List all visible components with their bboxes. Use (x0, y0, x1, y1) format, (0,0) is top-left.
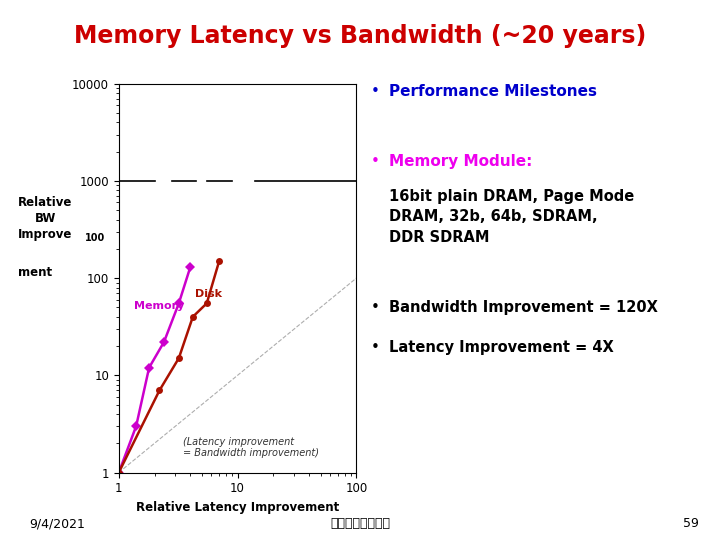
Text: •: • (371, 154, 379, 169)
Text: •: • (371, 84, 379, 99)
Text: Disk: Disk (195, 289, 222, 299)
Text: Memory Module:: Memory Module: (389, 154, 532, 169)
Text: 中国科学技术大学: 中国科学技术大学 (330, 517, 390, 530)
Text: 100: 100 (85, 233, 105, 242)
Text: Memory: Memory (133, 301, 184, 310)
Text: Memory Latency vs Bandwidth (~20 years): Memory Latency vs Bandwidth (~20 years) (74, 24, 646, 48)
Text: 9/4/2021: 9/4/2021 (29, 517, 85, 530)
Text: Bandwidth Improvement = 120X: Bandwidth Improvement = 120X (389, 300, 657, 315)
Text: (Latency improvement
= Bandwidth improvement): (Latency improvement = Bandwidth improve… (184, 437, 320, 458)
X-axis label: Relative Latency Improvement: Relative Latency Improvement (136, 501, 339, 514)
Text: •: • (371, 340, 379, 355)
Text: Latency Improvement = 4X: Latency Improvement = 4X (389, 340, 613, 355)
Text: ment: ment (18, 266, 52, 279)
Text: Relative
BW
Improve: Relative BW Improve (18, 196, 73, 241)
Text: 59: 59 (683, 517, 698, 530)
Text: 16bit plain DRAM, Page Mode
DRAM, 32b, 64b, SDRAM,
DDR SDRAM: 16bit plain DRAM, Page Mode DRAM, 32b, 6… (389, 189, 634, 245)
Text: •: • (371, 300, 379, 315)
Text: Performance Milestones: Performance Milestones (389, 84, 597, 99)
